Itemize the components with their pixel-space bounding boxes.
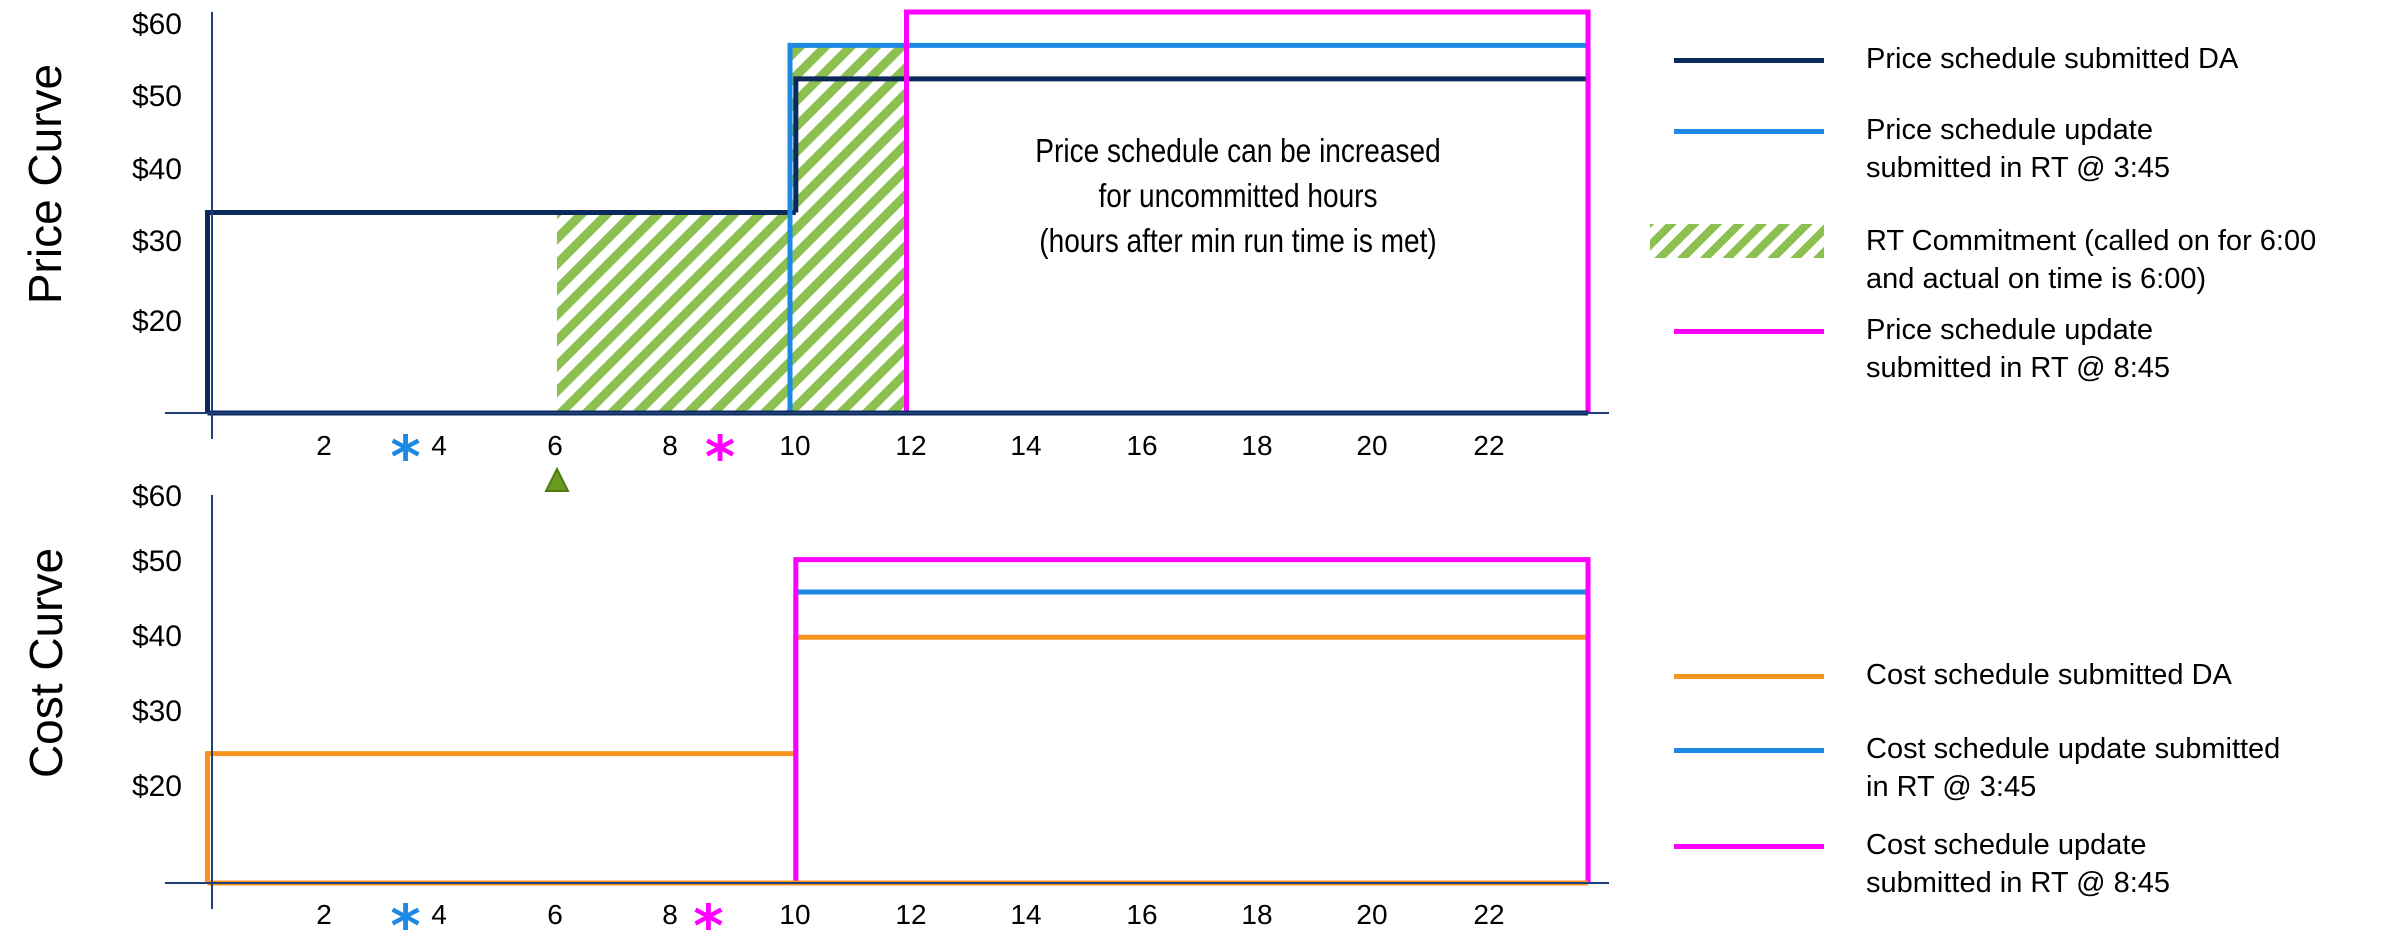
x-tick-label: 18 [1241,430,1272,461]
y-tick-label: $20 [132,305,182,338]
x-tick-label: 14 [1010,430,1041,461]
shaded-region-segment [557,212,790,413]
series-line-segment [904,9,1591,413]
x-tick-label: 4 [431,899,447,930]
x-tick-label: 8 [662,899,678,930]
x-tick-label: 16 [1126,899,1157,930]
x-tick-label: 6 [547,430,563,461]
legend-line-swatch [1674,748,1824,753]
y-tick-label: $30 [132,225,182,258]
legend-line-swatch [1674,674,1824,679]
asterisk-marker: * [390,892,420,937]
series-line-segment [205,210,796,413]
x-tick-label: 12 [895,899,926,930]
series-line-segment [793,557,1591,883]
x-tick-label: 22 [1473,430,1504,461]
x-tick-label: 16 [1126,430,1157,461]
legend-label: Cost schedule update submitted in RT @ 8… [1866,829,2171,899]
legend-label: Cost schedule update submitted in RT @ 3… [1866,733,2281,803]
asterisk-marker: * [693,892,723,937]
y-tick-label: $40 [132,153,182,186]
y-tick-label: $60 [132,480,182,513]
x-tick-label: 10 [779,430,810,461]
legend-line-swatch [1674,58,1824,63]
cost-chart: $20 $30 $40 $50 $60 2 4 6 8 10 12 14 16 18 20 22 * * [132,480,1609,937]
x-tick-label: 10 [779,899,810,930]
x-tick-label: 6 [547,899,563,930]
legend-label: Price schedule update submitted in RT @ … [1866,114,2171,184]
x-tick-label: 18 [1241,899,1272,930]
legend-label: Price schedule update submitted in RT @ … [1866,314,2171,384]
commitment-triangle-marker [544,466,570,492]
legend-hatch-swatch [1650,224,1824,258]
legend-line-swatch [1674,129,1824,134]
x-tick-label: 20 [1356,899,1387,930]
x-tick-label: 12 [895,430,926,461]
legend-line-swatch [1674,844,1824,849]
cost-curve-axis-title: Cost Curve [20,547,73,779]
y-tick-label: $30 [132,695,182,728]
shaded-region-segment [790,45,907,414]
series-line-segment [205,751,796,883]
price-chart: $20 $30 $40 $50 $60 2 4 6 8 10 12 14 16 18 20 22 * * [132,8,1609,492]
asterisk-marker: * [705,423,735,491]
x-tick-label: 20 [1356,430,1387,461]
price-annotation: Price schedule can be increased for unco… [1035,132,1441,259]
legend-label: RT Commitment (called on for 6:00 and ac… [1866,225,2317,295]
x-tick-label: 8 [662,430,678,461]
legend-label: Price schedule submitted DA [1866,43,2239,75]
price-curve-axis-title: Price Curve [19,63,72,305]
x-tick-label: 2 [316,899,332,930]
y-tick-label: $40 [132,620,182,653]
x-tick-label: 22 [1473,899,1504,930]
x-tick-label: 14 [1010,899,1041,930]
y-tick-label: $60 [132,8,182,41]
legend-line-swatch [1674,329,1824,334]
legend-label: Cost schedule submitted DA [1866,659,2232,691]
series-line-segment [793,634,1591,883]
y-tick-label: $50 [132,80,182,113]
legend: Price schedule submitted DA Price schedul… [1650,0,2389,937]
x-tick-label: 4 [431,430,447,461]
y-tick-label: $20 [132,770,182,803]
x-tick-label: 2 [316,430,332,461]
asterisk-marker: * [390,423,420,491]
y-tick-label: $50 [132,545,182,578]
